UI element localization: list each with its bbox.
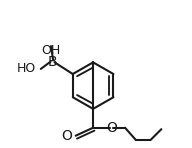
Text: O: O xyxy=(62,129,72,143)
Text: OH: OH xyxy=(41,44,61,57)
Text: B: B xyxy=(48,55,57,69)
Text: HO: HO xyxy=(17,62,36,75)
Text: O: O xyxy=(106,121,117,135)
